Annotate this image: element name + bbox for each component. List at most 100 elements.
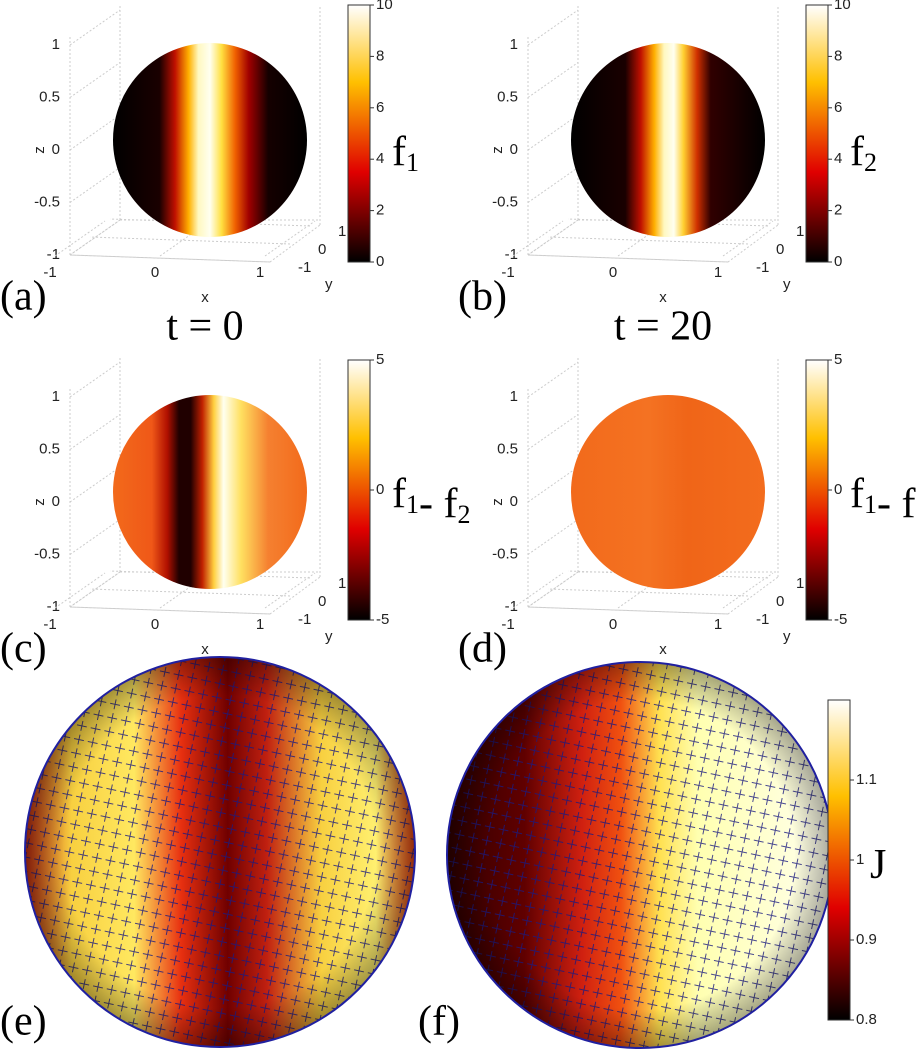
grid-line [69,519,121,555]
grid-line [547,236,749,245]
colorbar [347,4,371,263]
label-subscript: 1 [864,490,877,519]
z-axis-label: z [489,146,506,154]
x-tick-label: 1 [714,264,722,281]
colorbar-tick-label: 0 [834,253,842,270]
grid-line [527,361,579,398]
grid-line [527,62,579,98]
grid-line [527,414,579,450]
colorbar-tick-label: 0.8 [856,1011,877,1028]
x-axis-label: x [201,641,209,658]
x-tick-label: -1 [501,264,514,281]
z-tick-label: -0.5 [34,193,60,210]
grid-line [527,114,579,151]
x-tick-label: 0 [151,264,159,281]
panel-label: (c) [0,626,47,672]
sphere-rim [24,656,416,1048]
x-tick-label: -1 [501,616,514,633]
colorbar-tick-label: 1 [856,851,864,868]
sphere [113,43,307,237]
grid-line [512,572,564,609]
grid-line [69,114,121,151]
label-text: - f [419,481,457,527]
colorbar-tick-label: 5 [834,351,842,368]
grid-line [69,9,121,46]
x-tick-label: -1 [43,616,56,633]
y-tick-label: 0 [776,241,784,258]
z-tick-label: -0.5 [34,545,60,562]
panel-label: (f) [418,999,460,1045]
colorbar-tick-label: 10 [376,0,393,13]
y-tick-label: -1 [298,259,311,276]
z-axis-label: z [31,498,48,506]
grid-line [69,167,121,203]
colorbar-tick-label: 4 [376,150,384,167]
y-tick-label: -1 [298,611,311,628]
grid-line [69,254,271,263]
colorbar-tick-label: 5 [376,351,384,368]
grid-line [527,167,579,203]
label-text: f [850,129,864,175]
grid-line [512,220,564,257]
z-tick-label: 1 [510,36,518,53]
sphere-rim [446,661,834,1049]
colorbar-tick-label: 0 [376,481,384,498]
x-tick-label: 1 [714,616,722,633]
colorbar-tick-label: 0 [834,481,842,498]
z-tick-label: -1 [47,598,60,615]
x-tick-label: 1 [256,264,264,281]
colorbar-tick-label: 10 [834,0,851,13]
colorbar-label: f2 [850,129,877,177]
z-tick-label: 0.5 [39,88,60,105]
colorbar [347,359,371,621]
colorbar-label: f1- f2 [392,471,470,529]
y-tick-label: 0 [776,593,784,610]
sphere [113,395,307,589]
x-tick-label: 0 [609,616,617,633]
label-text: f [392,129,406,175]
z-tick-label: 0 [52,493,60,510]
grid-line [69,62,121,98]
label-subscript: 2 [457,500,470,529]
colorbar-tick-label: 0 [376,253,384,270]
colorbar-tick-label: 6 [376,99,384,116]
y-tick-label: 1 [338,223,346,240]
colorbar [805,359,829,621]
z-tick-label: -0.5 [492,545,518,562]
colorbar-tick-label: 2 [834,202,842,219]
colorbar-tick-label: 0.9 [856,931,877,948]
z-tick-label: 1 [52,36,60,53]
grid-line [722,220,774,257]
colorbar-tick-label: 6 [834,99,842,116]
y-axis-label: y [325,628,333,645]
grid-line [89,236,291,245]
panel-label: (e) [0,999,47,1045]
y-tick-label: -1 [756,259,769,276]
colorbar [805,4,829,263]
label-text: f [850,471,864,517]
z-tick-label: 0 [510,493,518,510]
x-tick-label: -1 [43,264,56,281]
colorbar-tick-label: 2 [376,202,384,219]
grid-line [89,588,291,597]
panel-label: (d) [458,626,507,672]
z-tick-label: -0.5 [492,193,518,210]
x-tick-label: 1 [256,616,264,633]
x-axis-label: x [659,641,667,658]
colorbar-tick-label: 8 [834,47,842,64]
label-subscript: 1 [406,148,419,177]
y-tick-label: 0 [318,593,326,610]
colorbar-tick-label: -5 [376,611,389,628]
z-tick-label: -1 [505,246,518,263]
panel-label: (b) [458,274,507,320]
colorbar-tick-label: 1.1 [856,771,877,788]
colorbar-tick-label: 8 [376,47,384,64]
z-tick-label: 0 [510,141,518,158]
y-tick-label: 1 [796,223,804,240]
grid-line [54,220,106,257]
grid-line [527,9,579,46]
grid-line [264,220,316,257]
grid-line [69,606,271,615]
y-tick-label: -1 [756,611,769,628]
label-subscript: 1 [406,490,419,519]
